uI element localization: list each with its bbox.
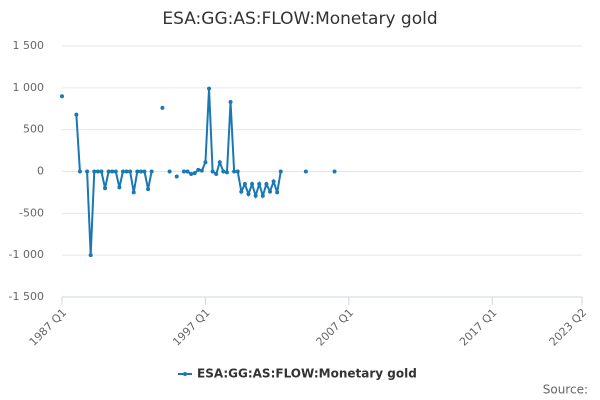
point <box>257 182 262 187</box>
point <box>203 160 208 165</box>
point <box>210 169 215 174</box>
point <box>332 169 337 174</box>
y-tick-label: -1 500 <box>9 290 44 303</box>
point <box>275 190 280 195</box>
point <box>60 94 64 99</box>
point <box>214 172 219 177</box>
point <box>260 193 265 198</box>
x-tick-label: 2023 Q2 <box>547 306 590 349</box>
point <box>242 182 247 187</box>
y-tick-label: 500 <box>23 123 44 136</box>
point <box>207 86 212 91</box>
point <box>268 189 272 194</box>
legend-label: ESA:GG:AS:FLOW:Monetary gold <box>197 367 417 381</box>
point <box>160 105 165 110</box>
point <box>224 170 229 175</box>
point <box>103 186 108 191</box>
point <box>303 169 308 174</box>
point <box>181 169 186 174</box>
x-tick-label: 2017 Q1 <box>457 306 500 349</box>
point <box>88 253 93 258</box>
x-tick-label: 1987 Q1 <box>27 306 70 349</box>
y-tick-label: -1 000 <box>9 248 44 261</box>
point <box>92 169 97 174</box>
point <box>110 169 115 174</box>
point <box>131 190 136 195</box>
x-tick-label: 1997 Q1 <box>170 306 213 349</box>
x-tick-label: 2007 Q1 <box>314 306 357 349</box>
point <box>124 169 129 174</box>
point <box>250 182 255 187</box>
point <box>246 192 251 197</box>
point <box>221 169 226 174</box>
point <box>271 179 276 184</box>
point <box>146 187 151 192</box>
y-tick-label: 1 500 <box>13 39 45 52</box>
point <box>167 169 172 174</box>
point <box>217 160 222 165</box>
point <box>99 169 104 174</box>
point <box>239 189 244 194</box>
point <box>149 169 154 174</box>
legend-marker <box>183 372 187 376</box>
point <box>128 169 133 174</box>
point <box>235 169 240 174</box>
point <box>278 169 283 174</box>
point <box>185 169 190 174</box>
point <box>113 169 118 174</box>
point <box>228 100 233 105</box>
point <box>106 169 111 174</box>
point <box>117 185 122 190</box>
point <box>196 167 201 172</box>
point <box>77 169 82 174</box>
point <box>232 169 237 174</box>
point <box>120 169 125 174</box>
y-tick-label: 1 000 <box>13 81 45 94</box>
point <box>142 169 147 174</box>
point <box>95 169 100 174</box>
point <box>189 172 194 177</box>
chart-title: ESA:GG:AS:FLOW:Monetary gold <box>162 9 437 29</box>
point <box>138 169 143 174</box>
source-label: Source: <box>543 383 588 397</box>
point <box>199 168 204 173</box>
point <box>253 193 258 198</box>
y-tick-label: -500 <box>19 206 44 219</box>
point <box>192 171 197 176</box>
point <box>85 169 90 174</box>
point <box>135 169 140 174</box>
point <box>174 174 179 179</box>
point <box>264 182 269 187</box>
point <box>74 112 79 117</box>
y-tick-label: 0 <box>37 165 44 178</box>
